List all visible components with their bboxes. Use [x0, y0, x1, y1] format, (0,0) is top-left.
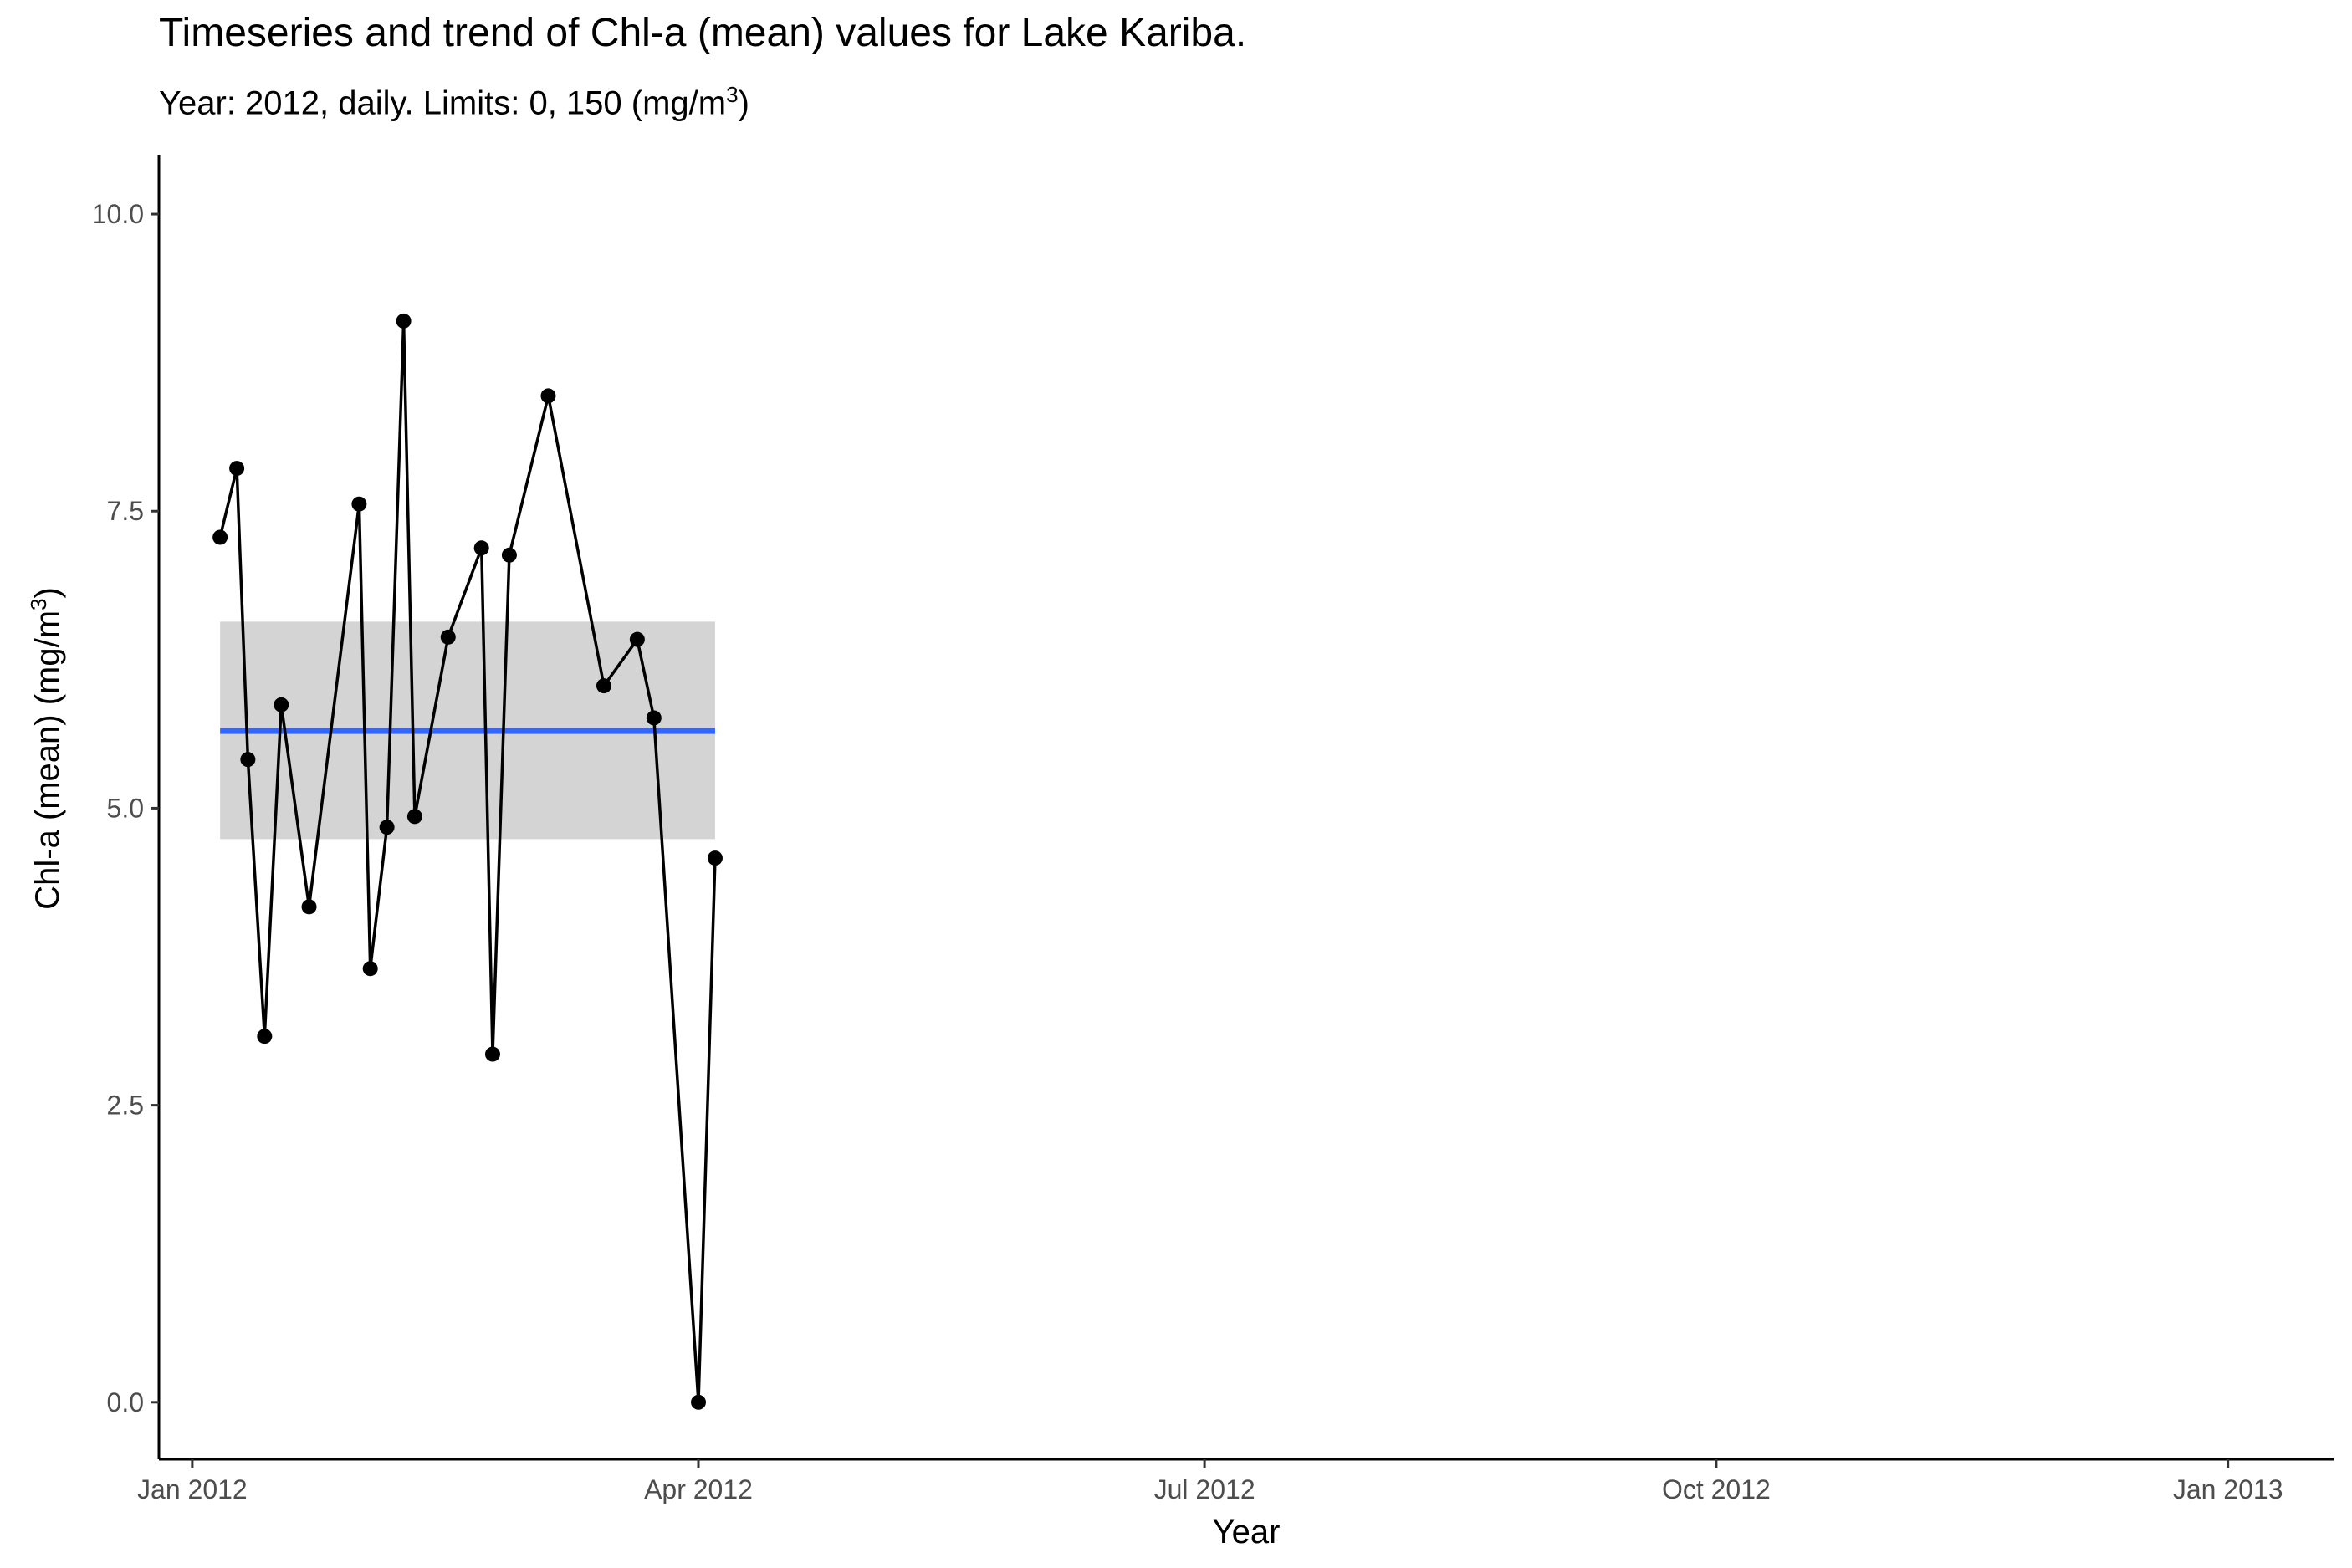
data-point-21 [707, 850, 723, 866]
data-point-11 [406, 809, 422, 825]
y-tick-label: 5.0 [107, 793, 144, 823]
data-point-4 [257, 1029, 273, 1044]
data-point-9 [379, 820, 395, 835]
data-point-20 [691, 1394, 707, 1410]
series-line [218, 319, 717, 1404]
data-point-17 [596, 678, 611, 694]
y-tick-label: 10.0 [92, 199, 144, 229]
data-point-2 [229, 461, 245, 477]
data-point-19 [646, 710, 662, 726]
data-point-6 [301, 899, 317, 915]
y-axis-title: Chl-a (mean) (mg/m3) [26, 587, 66, 910]
x-tick-label: Jan 2012 [137, 1474, 248, 1504]
y-tick-label: 7.5 [107, 496, 144, 526]
data-point-5 [274, 697, 289, 712]
data-point-13 [473, 540, 489, 556]
data-point-12 [440, 629, 456, 645]
x-axis-title: Year [1213, 1514, 1281, 1550]
x-tick-label: Jul 2012 [1154, 1474, 1255, 1504]
chart-title: Timeseries and trend of Chl-a (mean) val… [159, 10, 1246, 56]
data-point-7 [351, 496, 367, 512]
x-tick-label: Oct 2012 [1662, 1474, 1771, 1504]
series-layer [212, 313, 723, 1410]
data-point-1 [212, 529, 228, 545]
x-tick-label: Jan 2013 [2173, 1474, 2283, 1504]
data-point-18 [629, 631, 645, 647]
y-tick-label: 2.5 [107, 1090, 144, 1121]
chart-title-text: Timeseries and trend of Chl-a (mean) val… [159, 11, 1247, 55]
data-point-10 [396, 313, 412, 329]
chart-subtitle: Year: 2012, daily. Limits: 0, 150 (mg/m3… [159, 82, 749, 122]
data-point-8 [362, 961, 378, 977]
data-point-16 [540, 388, 556, 404]
data-point-14 [484, 1046, 500, 1062]
y-tick-label: 0.0 [107, 1387, 144, 1417]
data-point-3 [240, 752, 256, 768]
data-point-15 [501, 547, 517, 563]
axis-layer: 0.0 2.5 5.0 7.5 10.0 Jan 2012 Apr 2012 Jul 2012… [92, 155, 2334, 1504]
x-tick-label: Apr 2012 [644, 1474, 753, 1504]
